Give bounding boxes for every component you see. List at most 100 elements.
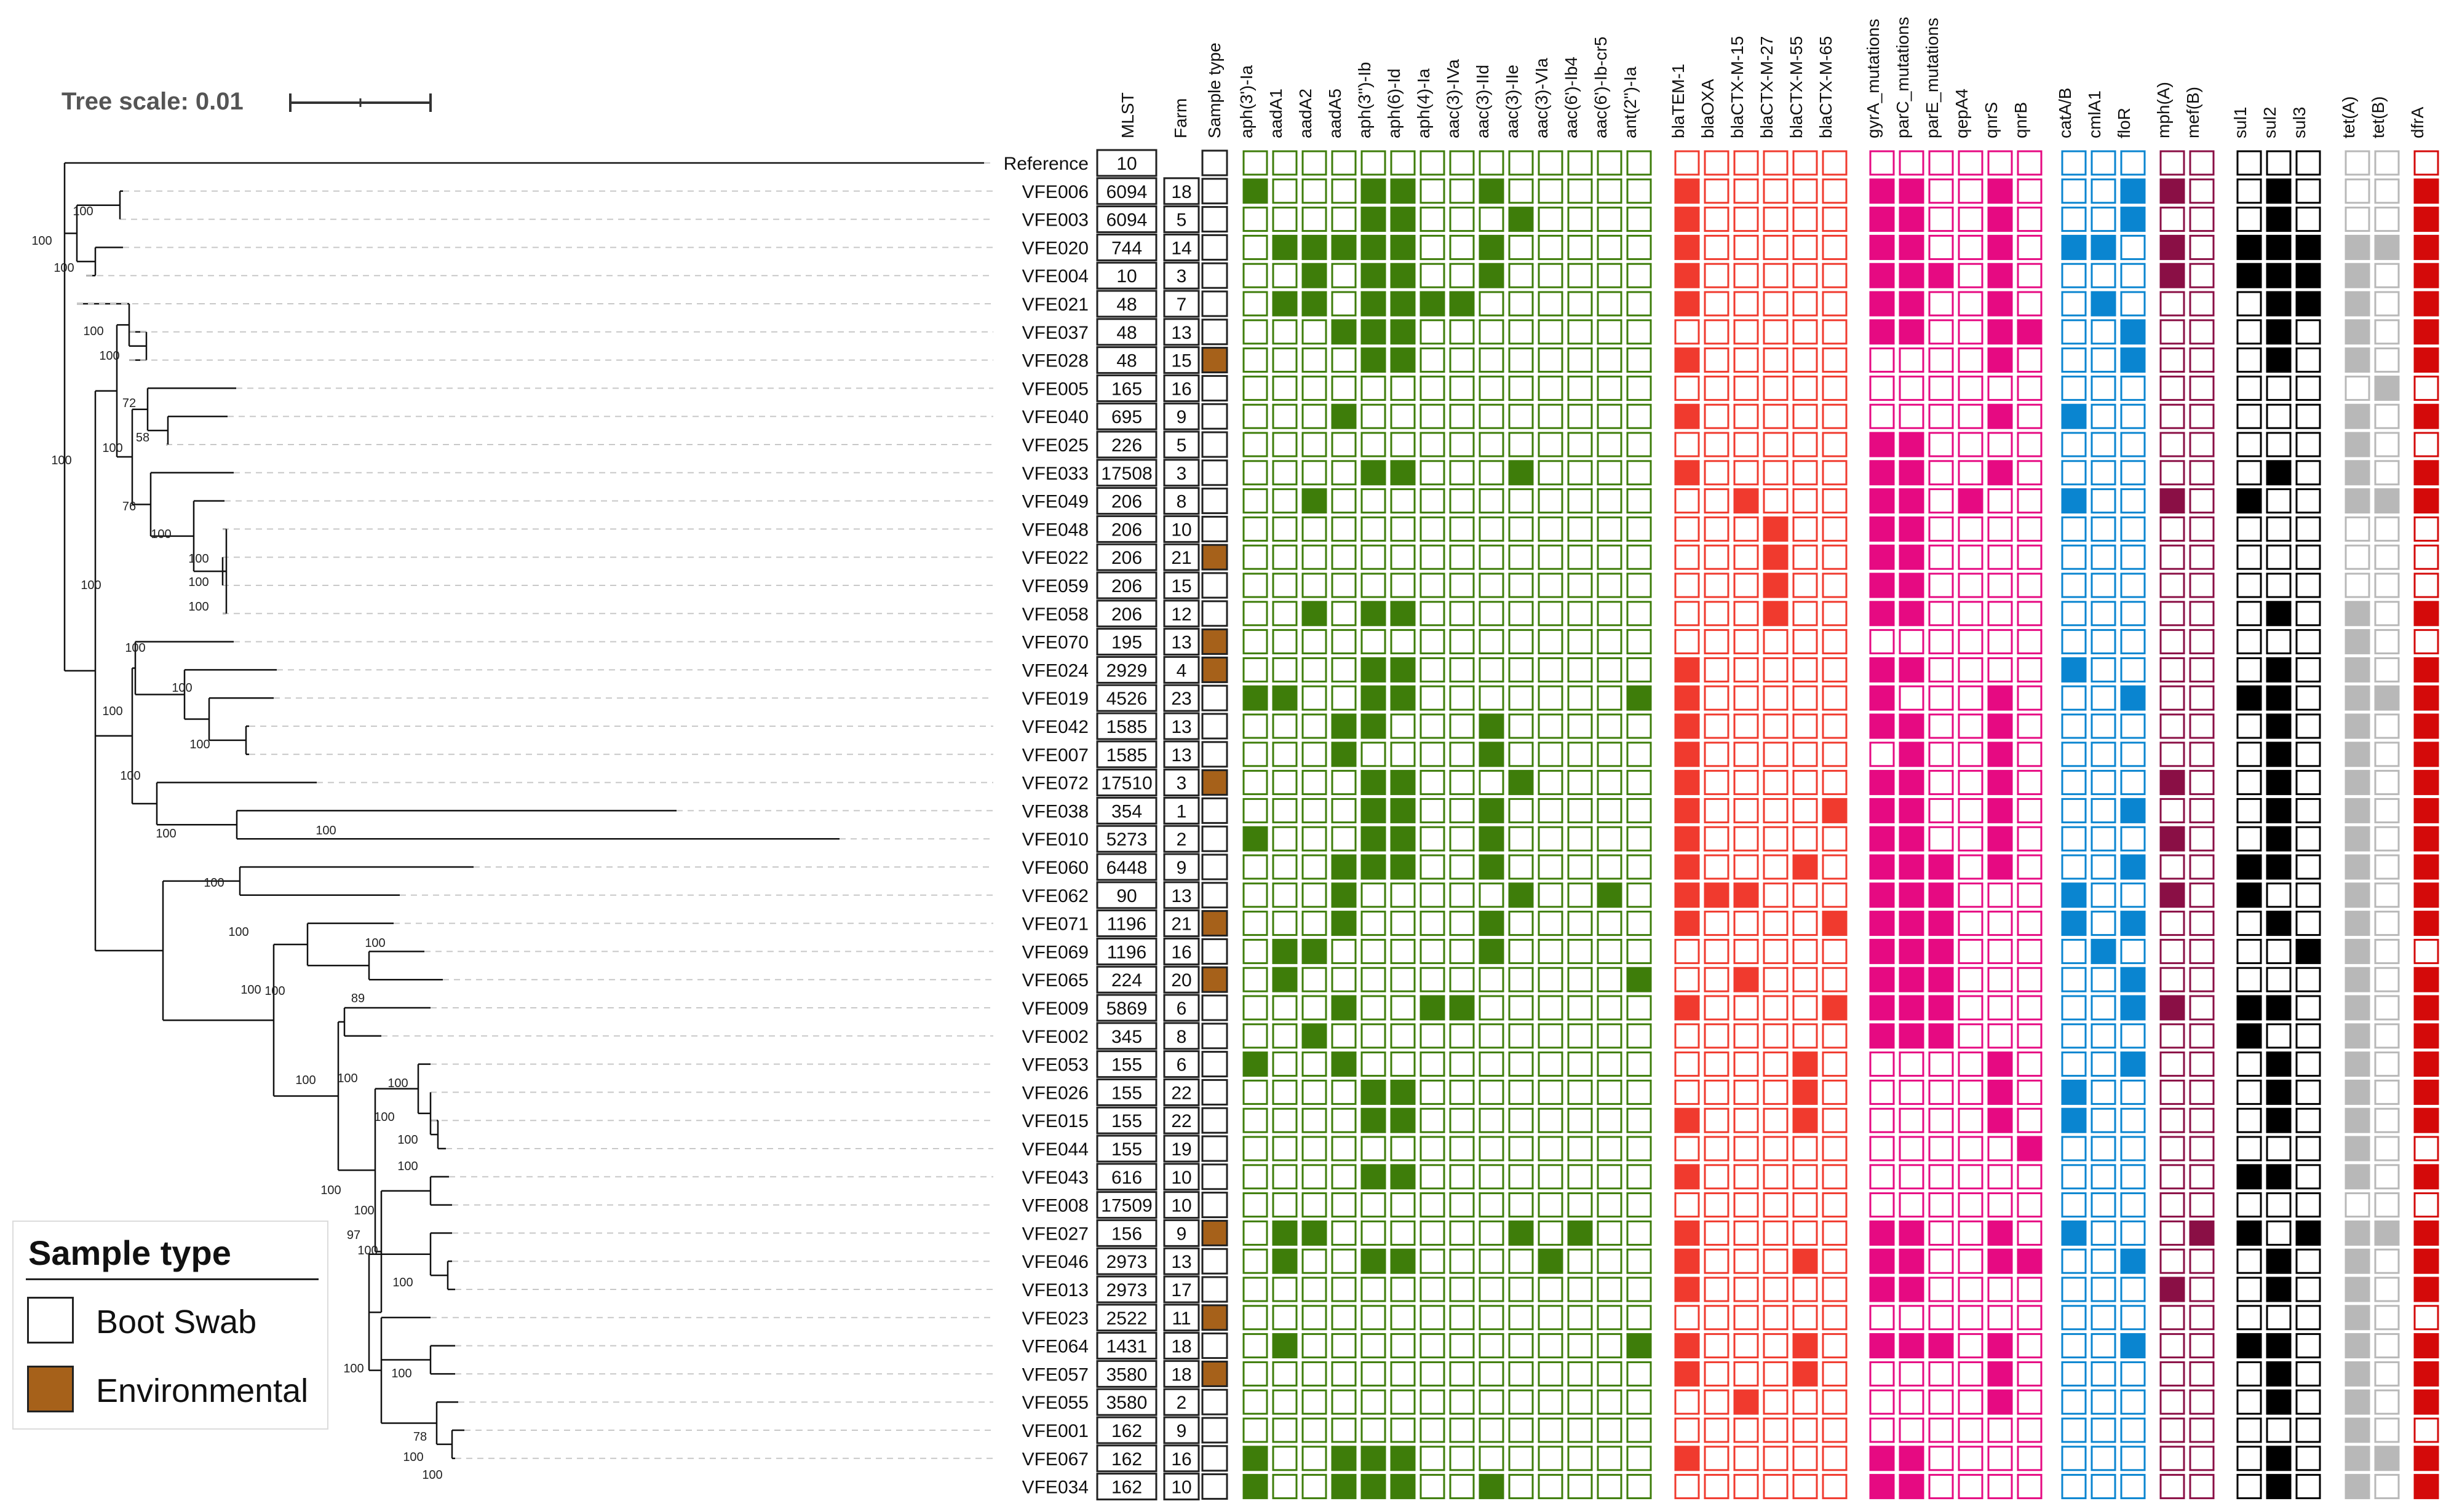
gene-cell <box>1792 319 1818 345</box>
gene-cell <box>1704 798 1729 823</box>
gene-cell <box>1822 1079 1848 1105</box>
gene-cell <box>1822 432 1848 457</box>
gene-cell <box>2345 375 2370 401</box>
gene-cell <box>1869 1192 1895 1218</box>
gene-cell <box>2266 1079 2292 1105</box>
gene-cell <box>1301 1023 1327 1049</box>
gene-cell <box>1822 1051 1848 1077</box>
gene-cell <box>1763 178 1789 204</box>
gene-cell <box>2120 967 2146 992</box>
gene-cell <box>2091 1136 2116 1162</box>
gene-cell <box>1792 1023 1818 1049</box>
gene-cell <box>1869 432 1895 457</box>
farm-cell <box>1163 233 1200 261</box>
gene-cell <box>2017 798 2043 823</box>
gene-cell <box>1331 1107 1357 1133</box>
farm-value: 2 <box>1177 1393 1187 1413</box>
gene-cell <box>1390 207 1416 232</box>
gene-cell <box>1733 601 1759 627</box>
gene-cell <box>1272 544 1298 570</box>
gene-cell <box>2374 685 2400 711</box>
gene-cell <box>1360 1136 1386 1162</box>
gene-cell <box>2266 713 2292 739</box>
bootstrap-value: 100 <box>83 325 103 338</box>
mlst-cell <box>1096 740 1158 769</box>
gene-cell <box>1331 544 1357 570</box>
gene-cell <box>1733 207 1759 232</box>
gene-cell <box>1567 488 1593 514</box>
gene-cell <box>2120 291 2146 317</box>
gene-cell <box>1508 375 1534 401</box>
gene-cell <box>1449 1474 1475 1500</box>
gene-cell <box>1899 488 1924 514</box>
gene-cell <box>2295 685 2321 711</box>
gene-cell <box>1242 1192 1268 1218</box>
gene-cell <box>1597 826 1622 852</box>
gene-cell <box>2266 629 2292 655</box>
gene-cell <box>1242 1305 1268 1331</box>
gene-cell <box>1704 882 1729 908</box>
gene-cell <box>1626 657 1652 683</box>
gene-cell <box>2413 601 2439 627</box>
gene-cell <box>1763 742 1789 767</box>
gene-cell <box>1242 460 1268 486</box>
gene-cell <box>1567 1333 1593 1359</box>
gene-cell <box>1869 1474 1895 1500</box>
gene-cell <box>2266 1051 2292 1077</box>
gene-cell <box>2413 882 2439 908</box>
gene-cell <box>1792 995 1818 1021</box>
gene-cell <box>1958 1446 1983 1471</box>
gene-cell <box>1360 1333 1386 1359</box>
gene-cell <box>1928 742 1954 767</box>
gene-cell <box>1733 713 1759 739</box>
gene-cell <box>2295 1305 2321 1331</box>
gene-cell <box>1508 544 1534 570</box>
gene-cell <box>1763 826 1789 852</box>
mlst-cell <box>1096 318 1158 346</box>
isolate-name: VFE003 <box>1022 210 1089 231</box>
gene-cell <box>1597 516 1622 542</box>
gene-cell <box>1538 882 1563 908</box>
gene-cell <box>1331 234 1357 260</box>
gene-cell <box>2236 938 2262 964</box>
gene-cell <box>1899 516 1924 542</box>
farm-cell <box>1163 600 1200 628</box>
gene-cell <box>2189 403 2215 429</box>
gene-cell <box>2017 1051 2043 1077</box>
gene-cell <box>1242 544 1268 570</box>
gene-cell <box>2061 1192 2087 1218</box>
gene-cell <box>2295 150 2321 176</box>
gene-cell <box>1301 1389 1327 1415</box>
gene-cell <box>2159 629 2185 655</box>
bootstrap-value: 100 <box>81 579 101 592</box>
gene-cell <box>1390 291 1416 317</box>
gene-cell <box>2345 347 2370 373</box>
gene-cell <box>1479 798 1504 823</box>
gene-cell <box>1704 150 1729 176</box>
gene-cell <box>1567 995 1593 1021</box>
gene-cell <box>1792 1446 1818 1471</box>
gene-cell <box>2413 911 2439 936</box>
gene-cell <box>1928 460 1954 486</box>
gene-cell <box>1928 291 1954 317</box>
sample-type-cell <box>1201 1192 1228 1219</box>
gene-cell <box>1597 1192 1622 1218</box>
gene-cell <box>2236 967 2262 992</box>
gene-cell <box>1301 1051 1327 1077</box>
gene-cell <box>1899 1276 1924 1302</box>
gene-cell <box>2374 544 2400 570</box>
gene-cell <box>1987 742 2013 767</box>
gene-cell <box>2061 1474 2087 1500</box>
gene-cell <box>2091 347 2116 373</box>
gene-cell <box>2189 207 2215 232</box>
isolate-name: VFE006 <box>1022 182 1089 202</box>
gene-cell <box>1242 1446 1268 1471</box>
mlst-value: 165 <box>1111 379 1142 399</box>
gene-cell <box>2295 1361 2321 1387</box>
gene-cell <box>2120 516 2146 542</box>
gene-cell <box>1958 347 1983 373</box>
farm-cell <box>1163 515 1200 543</box>
gene-cell <box>1704 234 1729 260</box>
gene-cell <box>2061 207 2087 232</box>
gene-cell <box>1449 1192 1475 1218</box>
